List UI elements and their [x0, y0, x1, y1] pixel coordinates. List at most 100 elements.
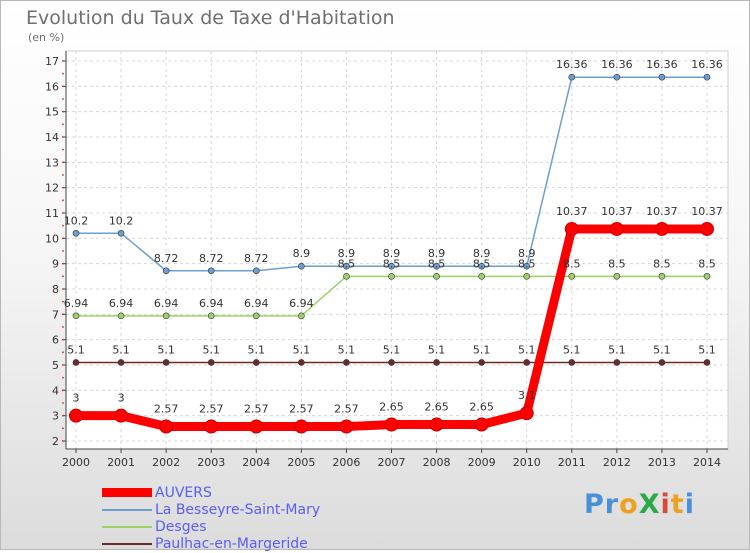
data-point-paulhac-en-margeride [703, 359, 711, 366]
data-point-auvers [114, 408, 129, 423]
data-point-paulhac-en-margeride [478, 359, 485, 366]
logo-letter: t [670, 489, 685, 520]
data-label-auvers: 2.57 [334, 403, 359, 416]
data-point-desges [613, 273, 621, 280]
legend-label-la-besseyre-saint-mary: La Besseyre-Saint-Mary [155, 502, 321, 518]
data-label-la-besseyre-saint-mary: 16.36 [646, 58, 678, 71]
data-label-desges: 6.94 [154, 297, 179, 310]
x-tick-label: 2011 [558, 456, 586, 469]
data-point-auvers [69, 408, 83, 423]
data-label-auvers: 10.37 [691, 205, 723, 218]
data-label-auvers: 10.37 [556, 205, 588, 218]
data-label-paulhac-en-margeride: 5.1 [338, 343, 356, 356]
data-label-desges: 6.94 [64, 297, 89, 310]
data-label-desges: 6.94 [244, 297, 269, 310]
x-tick-label: 2010 [513, 456, 541, 469]
data-point-paulhac-en-margeride [613, 359, 621, 366]
chart-subtitle: (en %) [28, 31, 65, 44]
data-point-la-besseyre-saint-mary [703, 73, 711, 81]
data-point-paulhac-en-margeride [162, 359, 170, 366]
data-point-paulhac-en-margeride [523, 359, 531, 366]
data-point-auvers [159, 419, 174, 434]
data-label-la-besseyre-saint-mary: 8.72 [154, 252, 179, 265]
data-point-auvers [474, 417, 489, 432]
data-point-desges [162, 312, 170, 320]
data-label-la-besseyre-saint-mary: 10.2 [109, 214, 134, 227]
data-point-la-besseyre-saint-mary [117, 229, 125, 237]
y-tick-label: 3 [52, 410, 59, 423]
data-point-desges [388, 273, 395, 280]
data-label-desges: 8.5 [608, 257, 626, 270]
data-label-la-besseyre-saint-mary: 8.72 [244, 252, 269, 265]
data-point-desges [703, 273, 711, 280]
proxiti-logo: ProXiti [584, 489, 695, 520]
y-minor-dot [62, 224, 64, 227]
data-point-desges [117, 312, 125, 320]
data-point-la-besseyre-saint-mary [568, 73, 576, 81]
data-point-desges [433, 273, 440, 280]
y-tick-label: 8 [52, 283, 59, 296]
y-minor-dot [62, 148, 64, 151]
data-label-la-besseyre-saint-mary: 8.9 [473, 247, 491, 260]
data-point-la-besseyre-saint-mary [343, 262, 350, 270]
data-label-paulhac-en-margeride: 5.1 [518, 343, 536, 356]
y-minor-dot [62, 237, 64, 240]
data-point-auvers [654, 221, 669, 236]
y-minor-dot [62, 288, 64, 290]
data-point-auvers [339, 419, 354, 434]
data-point-paulhac-en-margeride [72, 359, 80, 366]
y-tick-label: 10 [45, 232, 59, 245]
y-tick-label: 14 [45, 131, 59, 144]
logo-letter: P [584, 489, 605, 520]
data-label-auvers: 3 [118, 392, 125, 405]
data-label-la-besseyre-saint-mary: 8.9 [518, 247, 536, 260]
data-label-auvers: 10.37 [601, 205, 633, 218]
data-label-paulhac-en-margeride: 5.1 [112, 343, 130, 356]
x-tick-label: 2004 [242, 456, 270, 469]
x-tick-label: 2000 [62, 456, 90, 469]
y-minor-dot [62, 98, 64, 100]
data-label-desges: 8.5 [653, 257, 671, 270]
data-label-la-besseyre-saint-mary: 16.36 [556, 58, 588, 71]
data-point-la-besseyre-saint-mary [433, 262, 440, 270]
data-point-desges [523, 273, 531, 280]
y-minor-dot [62, 376, 64, 379]
data-point-paulhac-en-margeride [298, 359, 305, 366]
x-tick-label: 2003 [197, 456, 225, 469]
data-label-la-besseyre-saint-mary: 16.36 [601, 58, 633, 71]
y-minor-dot [62, 161, 64, 164]
legend-swatch-desges [102, 526, 152, 528]
data-label-la-besseyre-saint-mary: 8.9 [293, 247, 311, 260]
data-label-desges: 8.5 [563, 257, 581, 270]
y-tick-label: 7 [52, 308, 59, 321]
y-minor-dot [62, 136, 64, 138]
data-label-la-besseyre-saint-mary: 8.9 [338, 247, 356, 260]
data-label-desges: 8.5 [698, 257, 716, 270]
y-minor-dot [62, 275, 64, 278]
data-label-paulhac-en-margeride: 5.1 [428, 343, 446, 356]
y-tick-label: 15 [45, 106, 59, 119]
y-minor-dot [62, 199, 64, 202]
y-minor-dot [62, 250, 64, 252]
y-minor-dot [62, 72, 64, 75]
data-label-auvers: 2.65 [469, 401, 494, 414]
data-point-paulhac-en-margeride [207, 359, 215, 366]
y-minor-dot [62, 212, 64, 214]
y-minor-dot [62, 262, 64, 265]
data-point-auvers [429, 417, 444, 432]
data-label-desges: 8.5 [383, 257, 401, 270]
y-minor-dot [62, 60, 64, 62]
data-point-auvers [204, 419, 219, 434]
data-point-paulhac-en-margeride [433, 359, 440, 366]
y-minor-dot [62, 338, 64, 341]
plot-area [65, 50, 729, 450]
y-minor-dot [62, 351, 64, 354]
data-label-paulhac-en-margeride: 5.1 [653, 343, 671, 356]
x-tick-label: 2006 [332, 456, 360, 469]
y-minor-dot [62, 326, 64, 328]
legend-label-paulhac-en-margeride: Paulhac-en-Margeride [155, 536, 308, 552]
y-minor-dot [62, 389, 64, 392]
x-tick-label: 2005 [287, 456, 315, 469]
data-point-desges [568, 273, 576, 280]
